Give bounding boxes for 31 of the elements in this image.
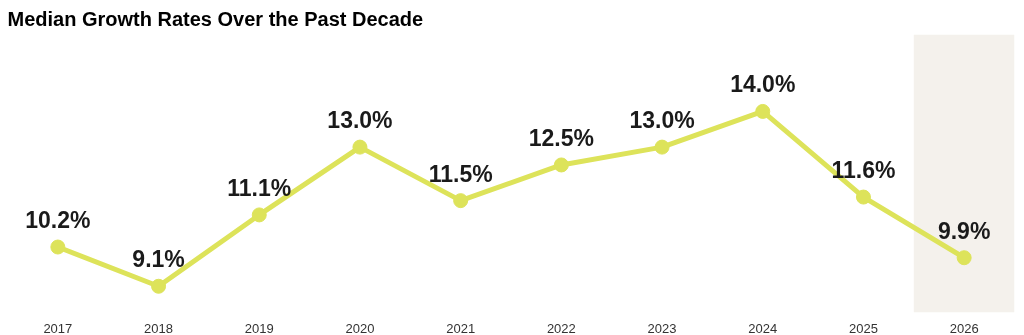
x-tick-label: 2022 bbox=[546, 320, 576, 335]
point bbox=[352, 139, 368, 155]
point bbox=[151, 278, 167, 294]
point bbox=[956, 250, 972, 266]
point bbox=[855, 189, 871, 205]
data-label: 14.0% bbox=[730, 71, 796, 98]
chart-title: Median Growth Rates Over the Past Decade bbox=[7, 7, 424, 30]
point bbox=[251, 207, 267, 223]
x-tick-label: 2018 bbox=[144, 320, 174, 335]
x-tick-label: 2024 bbox=[748, 320, 778, 335]
x-tick-label: 2017 bbox=[43, 320, 73, 335]
point bbox=[553, 157, 569, 173]
point bbox=[453, 193, 469, 209]
data-label: 10.2% bbox=[25, 207, 91, 234]
data-label: 9.9% bbox=[937, 217, 991, 244]
point bbox=[50, 239, 66, 255]
x-tick-label: 2023 bbox=[647, 320, 677, 335]
data-label: 13.0% bbox=[629, 107, 695, 134]
data-label: 9.1% bbox=[132, 246, 185, 273]
data-label: 12.5% bbox=[528, 124, 594, 151]
x-tick-label: 2020 bbox=[345, 320, 375, 335]
x-tick-label: 2025 bbox=[848, 320, 878, 335]
point bbox=[654, 139, 670, 155]
data-label: 11.1% bbox=[227, 174, 292, 201]
data-label: 11.5% bbox=[428, 160, 493, 187]
x-tick-label: 2021 bbox=[446, 320, 476, 335]
x-tick-label: 2026 bbox=[949, 320, 979, 335]
x-tick-label: 2019 bbox=[244, 320, 274, 335]
data-label: 13.0% bbox=[327, 107, 393, 134]
point bbox=[755, 103, 771, 119]
data-label: 11.6% bbox=[831, 157, 896, 184]
